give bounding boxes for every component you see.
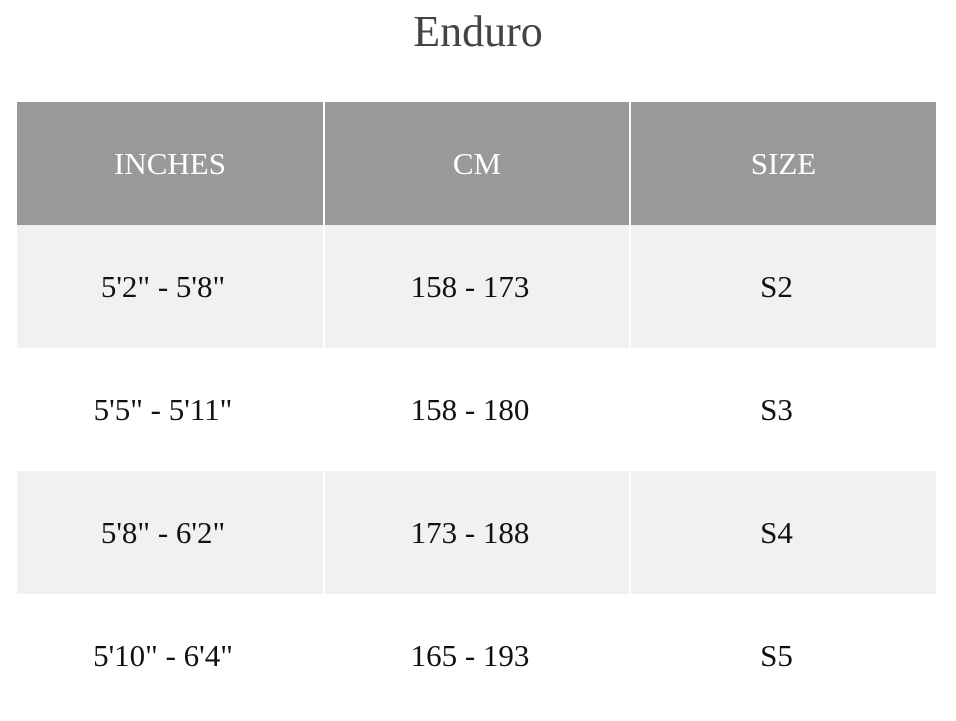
cell-size: S5 [630,594,936,717]
page-title: Enduro [413,7,543,56]
size-chart-table: INCHES CM SIZE 5'2" - 5'8" 158 - 173 S2 … [17,102,936,717]
cell-inches: 5'10" - 6'4" [17,594,325,717]
cell-size: S4 [630,471,936,594]
header-size: SIZE [630,102,936,225]
cell-inches: 5'5" - 5'11" [17,348,325,471]
table-row: 5'10" - 6'4" 165 - 193 S5 [17,594,936,717]
cell-cm: 158 - 180 [324,348,631,471]
header-inches: INCHES [17,102,325,225]
cell-size: S3 [630,348,936,471]
cell-cm: 165 - 193 [324,594,631,717]
cell-size: S2 [630,225,936,348]
table-row: 5'2" - 5'8" 158 - 173 S2 [17,225,936,348]
header-cm: CM [324,102,631,225]
cell-inches: 5'2" - 5'8" [17,225,325,348]
header-row: INCHES CM SIZE [17,102,936,225]
cell-inches: 5'8" - 6'2" [17,471,325,594]
table-row: 5'5" - 5'11" 158 - 180 S3 [17,348,936,471]
cell-cm: 173 - 188 [324,471,631,594]
table-row: 5'8" - 6'2" 173 - 188 S4 [17,471,936,594]
cell-cm: 158 - 173 [324,225,631,348]
